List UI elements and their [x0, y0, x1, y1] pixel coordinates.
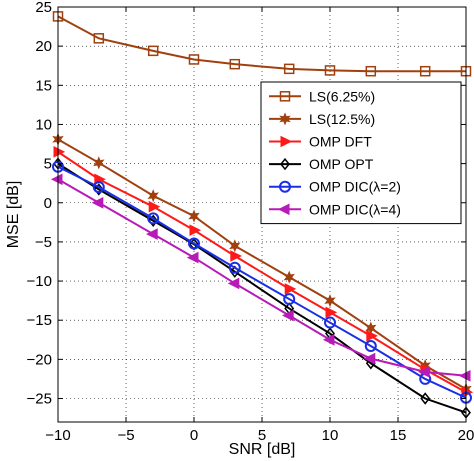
y-tick-label: 20	[35, 38, 52, 55]
y-tick-label: −20	[27, 351, 52, 368]
data-point	[230, 250, 242, 262]
legend-marker	[279, 91, 291, 102]
x-tick-label: 20	[458, 427, 474, 444]
axes	[57, 6, 467, 423]
legend-marker	[277, 203, 290, 216]
series-layer	[50, 11, 474, 419]
legend-item: OMP DIC(λ=2)	[269, 179, 401, 195]
data-point	[229, 58, 241, 70]
legend-label: OMP DFT	[309, 134, 372, 150]
legend-label: OMP DIC(λ=2)	[309, 179, 401, 195]
data-point	[147, 189, 159, 203]
data-point	[284, 283, 297, 295]
legend-item: LS(6.25%)	[269, 88, 375, 104]
data-point	[53, 146, 66, 158]
series-line	[57, 138, 467, 390]
series-2	[53, 146, 474, 399]
y-tick-label: 15	[35, 77, 52, 94]
data-point	[188, 237, 200, 250]
y-tick-label: −25	[27, 391, 52, 408]
data-point	[186, 251, 199, 264]
legend-label: LS(12.5%)	[309, 111, 375, 127]
data-point	[283, 270, 295, 284]
y-axis-label: MSE [dB]	[5, 181, 22, 249]
legend-label: LS(6.25%)	[309, 88, 375, 104]
x-tick-label: 15	[390, 427, 407, 444]
legend-item: LS(12.5%)	[269, 111, 375, 127]
data-point	[229, 239, 241, 253]
data-point	[283, 293, 296, 306]
x-tick-label: 5	[258, 427, 266, 444]
legend-box	[260, 81, 462, 225]
x-tick-label: 0	[190, 427, 198, 444]
series-line	[57, 15, 466, 73]
data-point	[420, 392, 431, 405]
data-point	[227, 277, 240, 290]
x-axis-label: SNR [dB]	[229, 441, 296, 458]
data-point	[458, 369, 471, 382]
legend: LS(6.25%) LS(12.5%) OMP DFT OMP OPT OMP DIC(…	[260, 81, 462, 225]
legend-marker	[279, 112, 291, 126]
series-5	[50, 173, 471, 382]
data-point	[148, 200, 161, 213]
data-point	[322, 333, 335, 346]
legend-marker	[280, 157, 290, 171]
data-point	[189, 224, 202, 236]
series-line	[57, 165, 467, 399]
data-point	[93, 156, 105, 170]
legend-label: OMP OPT	[309, 156, 374, 172]
data-point	[146, 228, 158, 240]
y-tick-label: −10	[27, 273, 52, 290]
data-point	[50, 173, 63, 186]
data-point	[366, 330, 378, 342]
data-point	[324, 316, 336, 329]
data-point	[324, 65, 336, 76]
legend-marker	[280, 135, 293, 148]
y-tick-label: 5	[44, 156, 52, 173]
data-point	[93, 33, 105, 44]
tick-labels: −10 −5 0 5 10 15 20 −25 −20 −15 −10 −5 0 5 10 15 20 25	[27, 0, 474, 444]
data-point	[91, 196, 104, 209]
data-point	[365, 65, 377, 77]
y-tick-label: 25	[35, 0, 52, 16]
y-tick-label: −5	[35, 234, 52, 251]
x-tick-label: −5	[117, 427, 134, 444]
data-point	[282, 309, 294, 322]
y-tick-label: 0	[44, 195, 52, 212]
legend-label: OMP DIC(λ=4)	[309, 201, 401, 217]
legend-marker	[279, 180, 291, 193]
x-tick-label: 10	[322, 427, 339, 444]
data-point	[147, 45, 159, 57]
data-point	[418, 366, 430, 378]
data-point	[188, 54, 200, 65]
data-point	[283, 63, 295, 75]
x-tick-label: −10	[45, 427, 70, 444]
data-point	[325, 306, 338, 319]
data-point	[147, 212, 160, 225]
y-tick-label: 10	[35, 116, 52, 133]
series-0	[52, 11, 472, 77]
data-point	[419, 65, 431, 77]
data-point	[188, 209, 200, 223]
data-point	[363, 352, 376, 365]
data-point	[324, 294, 336, 308]
data-point	[92, 181, 105, 194]
legend-item: OMP OPT	[269, 156, 374, 172]
data-point	[228, 261, 241, 274]
series-line	[57, 162, 467, 414]
y-tick-label: −15	[27, 312, 52, 329]
data-point	[364, 340, 377, 353]
series-line	[57, 178, 467, 377]
series-line	[57, 151, 467, 394]
legend-item: OMP DFT	[269, 134, 372, 150]
legend-item: OMP DIC(λ=4)	[269, 201, 401, 217]
